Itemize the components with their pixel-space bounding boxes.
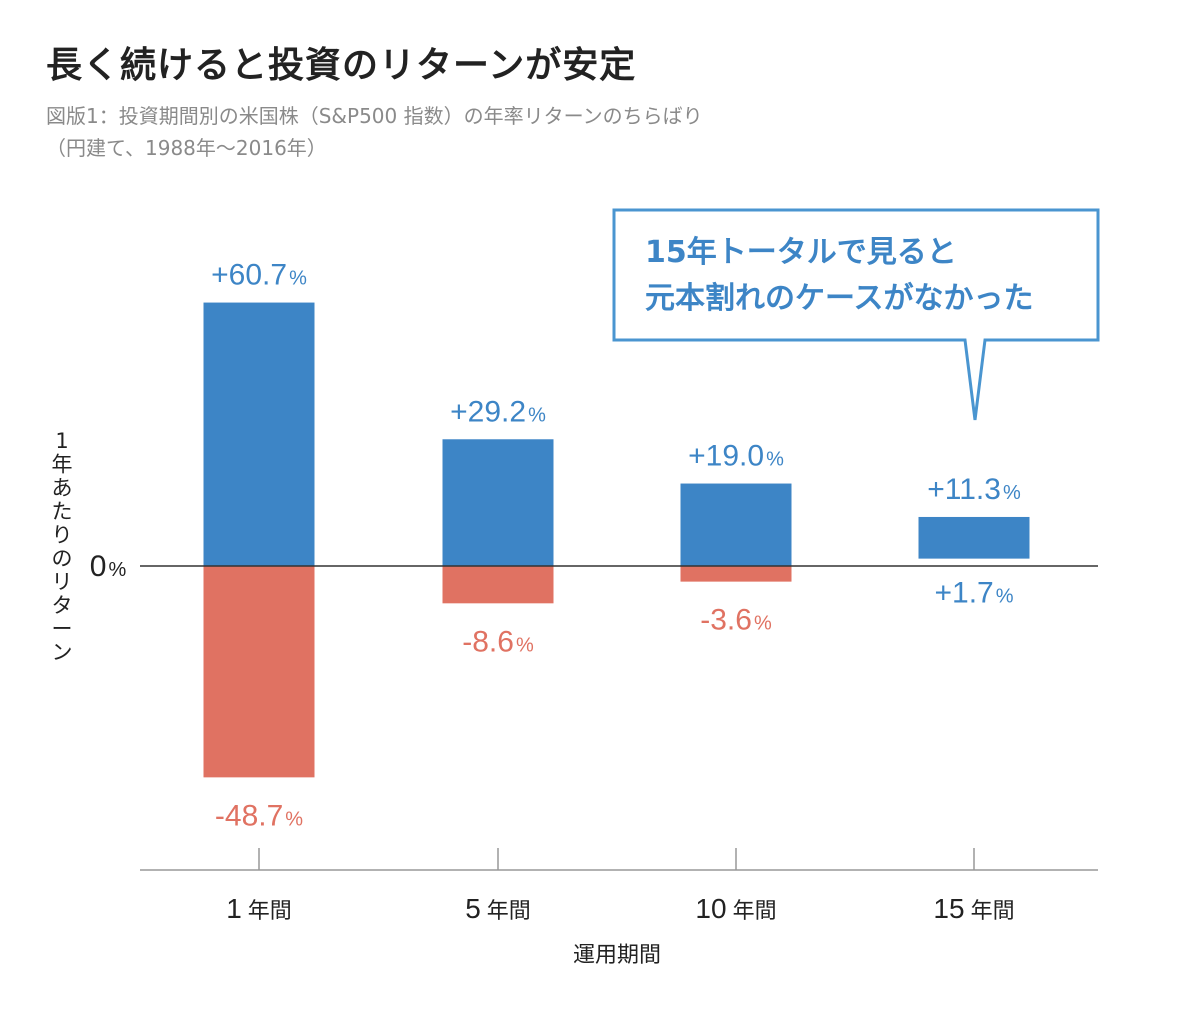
bar-min (203, 566, 315, 778)
chart-title: 長く続けると投資のリターンが安定 (46, 45, 637, 86)
data-label-min: -48.7% (215, 799, 303, 832)
x-tick-label: 15 年間 (933, 893, 1014, 924)
data-label-min: -8.6% (462, 625, 534, 658)
x-tick-label: 10 年間 (695, 893, 776, 924)
data-label-max: +11.3% (927, 473, 1021, 506)
data-label-min: +1.7% (934, 577, 1013, 610)
callout-line-1: 15年トータルで見ると (645, 235, 957, 270)
bar-max (203, 302, 315, 566)
bar-max (918, 516, 1030, 559)
data-label-max: +19.0% (688, 440, 784, 473)
data-label-max: +60.7% (211, 259, 307, 292)
callout: 15年トータルで見ると 元本割れのケースがなかった (612, 208, 1100, 421)
zero-label: 0% (90, 550, 127, 583)
data-label-max: +29.2% (450, 395, 546, 428)
x-tick-label: 1 年間 (226, 893, 292, 924)
chart-subtitle: 図版1：投資期間別の米国株（S&P500 指数）の年率リターンのちらばり （円建… (46, 100, 946, 164)
bar-max (680, 483, 792, 566)
bar-max (442, 439, 554, 566)
bar-min (680, 566, 792, 582)
subtitle-line: （円建て、1988年〜2016年） (46, 136, 327, 160)
callout-bubble (612, 208, 1100, 421)
data-label-min: -3.6% (700, 604, 772, 637)
callout-line-2: 元本割れのケースがなかった (645, 281, 1034, 316)
subtitle-line: 図版1：投資期間別の米国株（S&P500 指数）の年率リターンのちらばり (46, 104, 703, 128)
x-axis-title: 運用期間 (573, 943, 661, 968)
x-tick-label: 5 年間 (465, 893, 531, 924)
bar-min (442, 566, 554, 604)
y-axis-title: 1 年あたりのリターン (52, 429, 73, 665)
